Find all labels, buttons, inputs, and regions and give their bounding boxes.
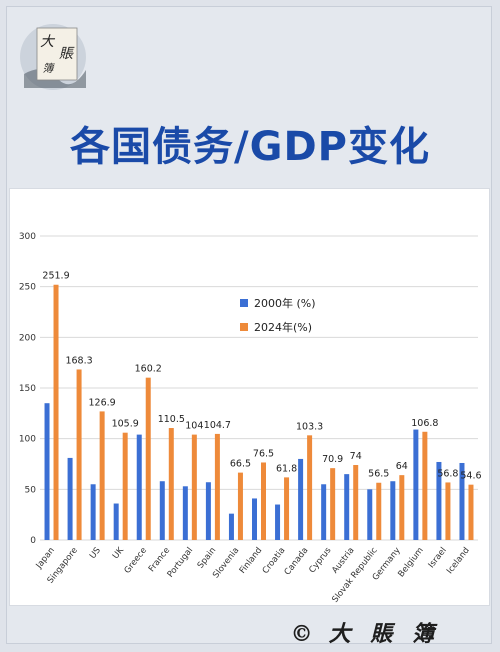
data-label: 76.5: [253, 448, 274, 459]
y-tick-label: 200: [19, 333, 36, 343]
bar-2024: [53, 284, 59, 540]
x-tick-label: Japan: [34, 546, 57, 572]
x-tick-label: Spain: [196, 546, 219, 571]
x-tick-label: Finland: [238, 546, 265, 576]
data-label: 168.3: [65, 355, 92, 366]
x-tick-label: Greece: [123, 546, 150, 576]
logo-char-3: 簿: [43, 62, 56, 75]
x-tick-label: US: [88, 546, 103, 561]
bar-2000: [136, 434, 142, 540]
debt-gdp-bar-chart: 050100150200250300251.9Japan168.3Singapo…: [19, 232, 482, 605]
logo-char-2: 賬: [59, 46, 75, 62]
y-tick-label: 100: [19, 435, 36, 445]
data-label: 106.8: [411, 418, 438, 429]
data-label: 104.7: [204, 420, 231, 431]
x-tick-label: Canada: [283, 546, 311, 578]
bar-2024: [422, 431, 428, 540]
data-label: 74: [350, 451, 362, 462]
data-label: 56.8: [437, 468, 458, 479]
bar-2000: [67, 457, 73, 540]
x-tick-label: Iceland: [445, 546, 472, 576]
bar-2000: [159, 481, 165, 540]
bar-2024: [307, 435, 313, 540]
legend-label: 2000年 (%): [254, 296, 316, 310]
legend-swatch: [240, 299, 248, 307]
data-label: 64: [396, 461, 408, 472]
data-label: 105.9: [112, 419, 139, 430]
bar-2024: [122, 432, 128, 540]
bar-2000: [275, 504, 281, 540]
bar-2000: [182, 486, 188, 540]
bar-2024: [399, 475, 405, 540]
bar-2024: [468, 484, 474, 540]
data-label: 61.8: [276, 463, 297, 474]
bar-2024: [261, 462, 266, 540]
y-tick-label: 300: [19, 232, 36, 242]
bar-2000: [205, 482, 211, 540]
bar-2024: [145, 377, 151, 540]
bar-2000: [413, 429, 419, 540]
y-tick-label: 0: [30, 536, 36, 546]
x-tick-label: Cyprus: [307, 545, 333, 575]
bar-2000: [436, 461, 442, 540]
bar-2024: [168, 428, 174, 540]
x-tick-label: Israel: [427, 546, 449, 570]
bar-2000: [367, 489, 373, 540]
y-tick-label: 50: [25, 485, 37, 495]
chart-panel: 0 50 100 150 200 250 300 251.9 Japan 168.3 Singapo…: [9, 188, 490, 606]
bar-2000: [344, 474, 350, 540]
footer-brand: © 大 賬 簿: [291, 616, 440, 648]
y-tick-label: 250: [19, 283, 36, 293]
bar-2024: [353, 465, 359, 540]
bar-2024: [237, 472, 243, 540]
footer-brand-text: 大 賬 簿: [328, 621, 440, 647]
bar-2024: [445, 482, 451, 540]
bar-2024: [284, 477, 290, 540]
page-title: 各国债务/GDP变化: [70, 124, 430, 170]
logo-char-1: 大: [40, 34, 56, 50]
data-label: 66.5: [230, 459, 251, 470]
bar-2024: [214, 433, 220, 540]
bar-2024: [376, 482, 382, 540]
data-label: 70.9: [322, 454, 343, 465]
bar-2000: [459, 462, 465, 540]
logo: 大 賬 簿: [20, 24, 86, 90]
data-label: 56.5: [368, 469, 389, 480]
legend-swatch: [240, 323, 248, 331]
bar-2000: [298, 458, 304, 540]
bar-2024: [99, 411, 105, 540]
data-label: 126.9: [89, 397, 116, 408]
bar-2000: [113, 503, 119, 540]
legend-label: 2024年(%): [254, 320, 312, 334]
x-tick-label: UK: [111, 545, 126, 561]
y-tick-label: 150: [19, 384, 36, 394]
data-label: 251.9: [42, 271, 69, 282]
data-label: 160.2: [135, 364, 162, 375]
bar-2000: [390, 481, 396, 540]
bar-2000: [90, 484, 96, 540]
bar-2000: [44, 403, 50, 540]
data-label: 54.6: [460, 471, 481, 482]
bar-2000: [321, 484, 327, 540]
bar-2024: [191, 434, 197, 540]
bar-2024: [330, 468, 336, 540]
bar-2000: [228, 513, 234, 540]
copyright-symbol: ©: [290, 621, 319, 647]
data-label: 110.5: [158, 414, 185, 425]
data-label: 103.3: [296, 421, 323, 432]
data-label: 104: [185, 421, 203, 432]
bar-2000: [252, 498, 257, 540]
bar-2024: [76, 369, 82, 540]
